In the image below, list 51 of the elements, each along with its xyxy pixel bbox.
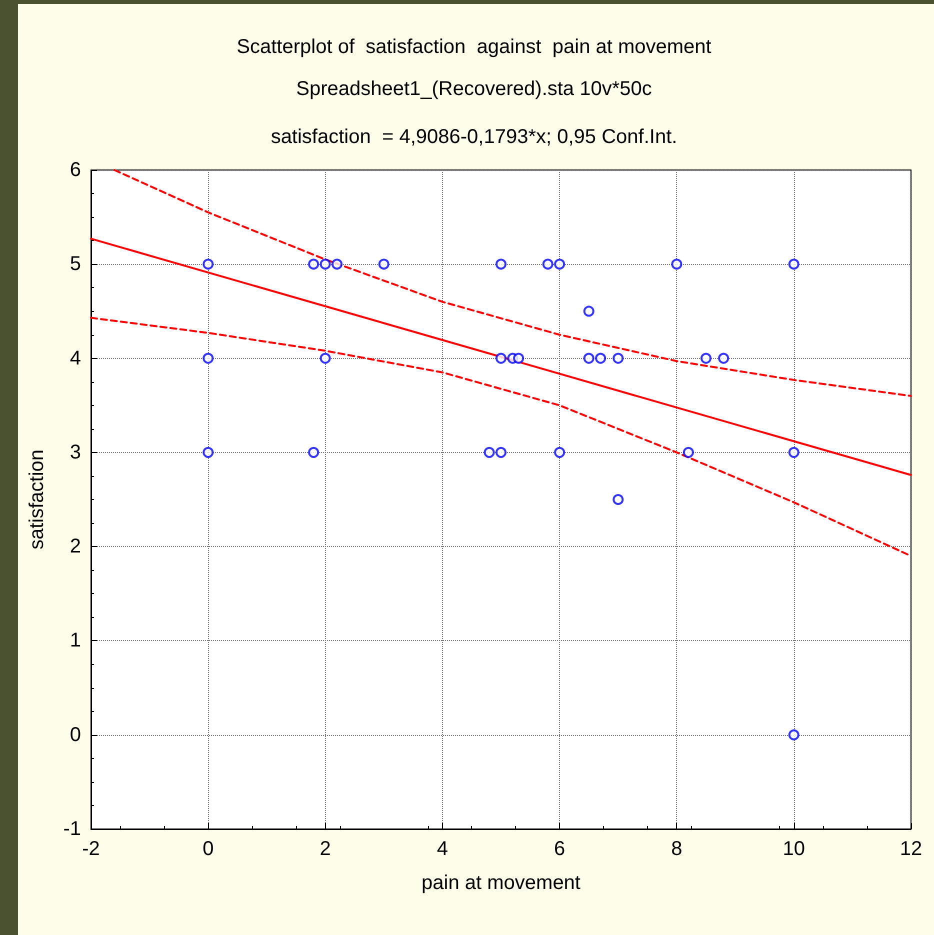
x-tick-label: 6 bbox=[554, 838, 566, 860]
point bbox=[513, 352, 524, 364]
point bbox=[700, 352, 712, 364]
point bbox=[595, 352, 606, 364]
point bbox=[612, 352, 624, 364]
x-tick-label: 2 bbox=[320, 838, 331, 860]
y-tick-label: 1 bbox=[70, 630, 81, 652]
point bbox=[484, 446, 495, 458]
x-axis-title: pain at movement bbox=[422, 872, 581, 894]
chart-title: Scatterplot of satisfaction against pain at movement bbox=[236, 36, 712, 58]
point bbox=[554, 446, 566, 458]
x-tick-label: 8 bbox=[671, 838, 682, 860]
point bbox=[496, 352, 506, 364]
point bbox=[496, 446, 506, 458]
point bbox=[612, 494, 624, 505]
x-tick-label: 12 bbox=[900, 838, 922, 860]
point bbox=[308, 446, 320, 458]
point bbox=[671, 258, 682, 270]
point bbox=[202, 446, 214, 458]
y-axis-title: satisfaction bbox=[26, 449, 48, 550]
x-tick-label: 4 bbox=[436, 838, 448, 860]
point bbox=[320, 352, 331, 364]
y-tick-label: 4 bbox=[70, 347, 81, 370]
point bbox=[542, 258, 554, 270]
x-tick-label: 0 bbox=[202, 838, 214, 860]
point bbox=[718, 352, 730, 364]
line-series bbox=[113, 169, 912, 397]
x-tick-label: -2 bbox=[82, 838, 100, 860]
point bbox=[788, 729, 800, 740]
y-tick-label: 2 bbox=[70, 536, 81, 558]
point bbox=[554, 258, 566, 270]
point bbox=[583, 352, 594, 364]
point bbox=[332, 258, 342, 270]
point bbox=[202, 258, 214, 270]
point bbox=[378, 258, 390, 270]
y-tick-label: 3 bbox=[70, 441, 81, 464]
point bbox=[788, 446, 800, 458]
y-tick-label: 0 bbox=[70, 724, 81, 746]
point bbox=[788, 258, 800, 270]
point bbox=[308, 258, 320, 270]
text: satisfaction = 4,9086-0,1793*x; 0,95 Conf.Int. bbox=[270, 126, 678, 148]
chart-subtitle: Spreadsheet1_(Recovered).sta 10v*50c bbox=[296, 78, 652, 100]
point bbox=[682, 446, 694, 458]
x-tick-label: 10 bbox=[782, 838, 805, 860]
y-tick-label: 6 bbox=[70, 159, 81, 181]
point bbox=[496, 258, 506, 270]
y-tick-label: 5 bbox=[70, 253, 81, 276]
y-tick-label: -1 bbox=[63, 818, 81, 840]
point bbox=[320, 258, 331, 270]
point bbox=[583, 306, 594, 317]
point bbox=[202, 352, 214, 364]
